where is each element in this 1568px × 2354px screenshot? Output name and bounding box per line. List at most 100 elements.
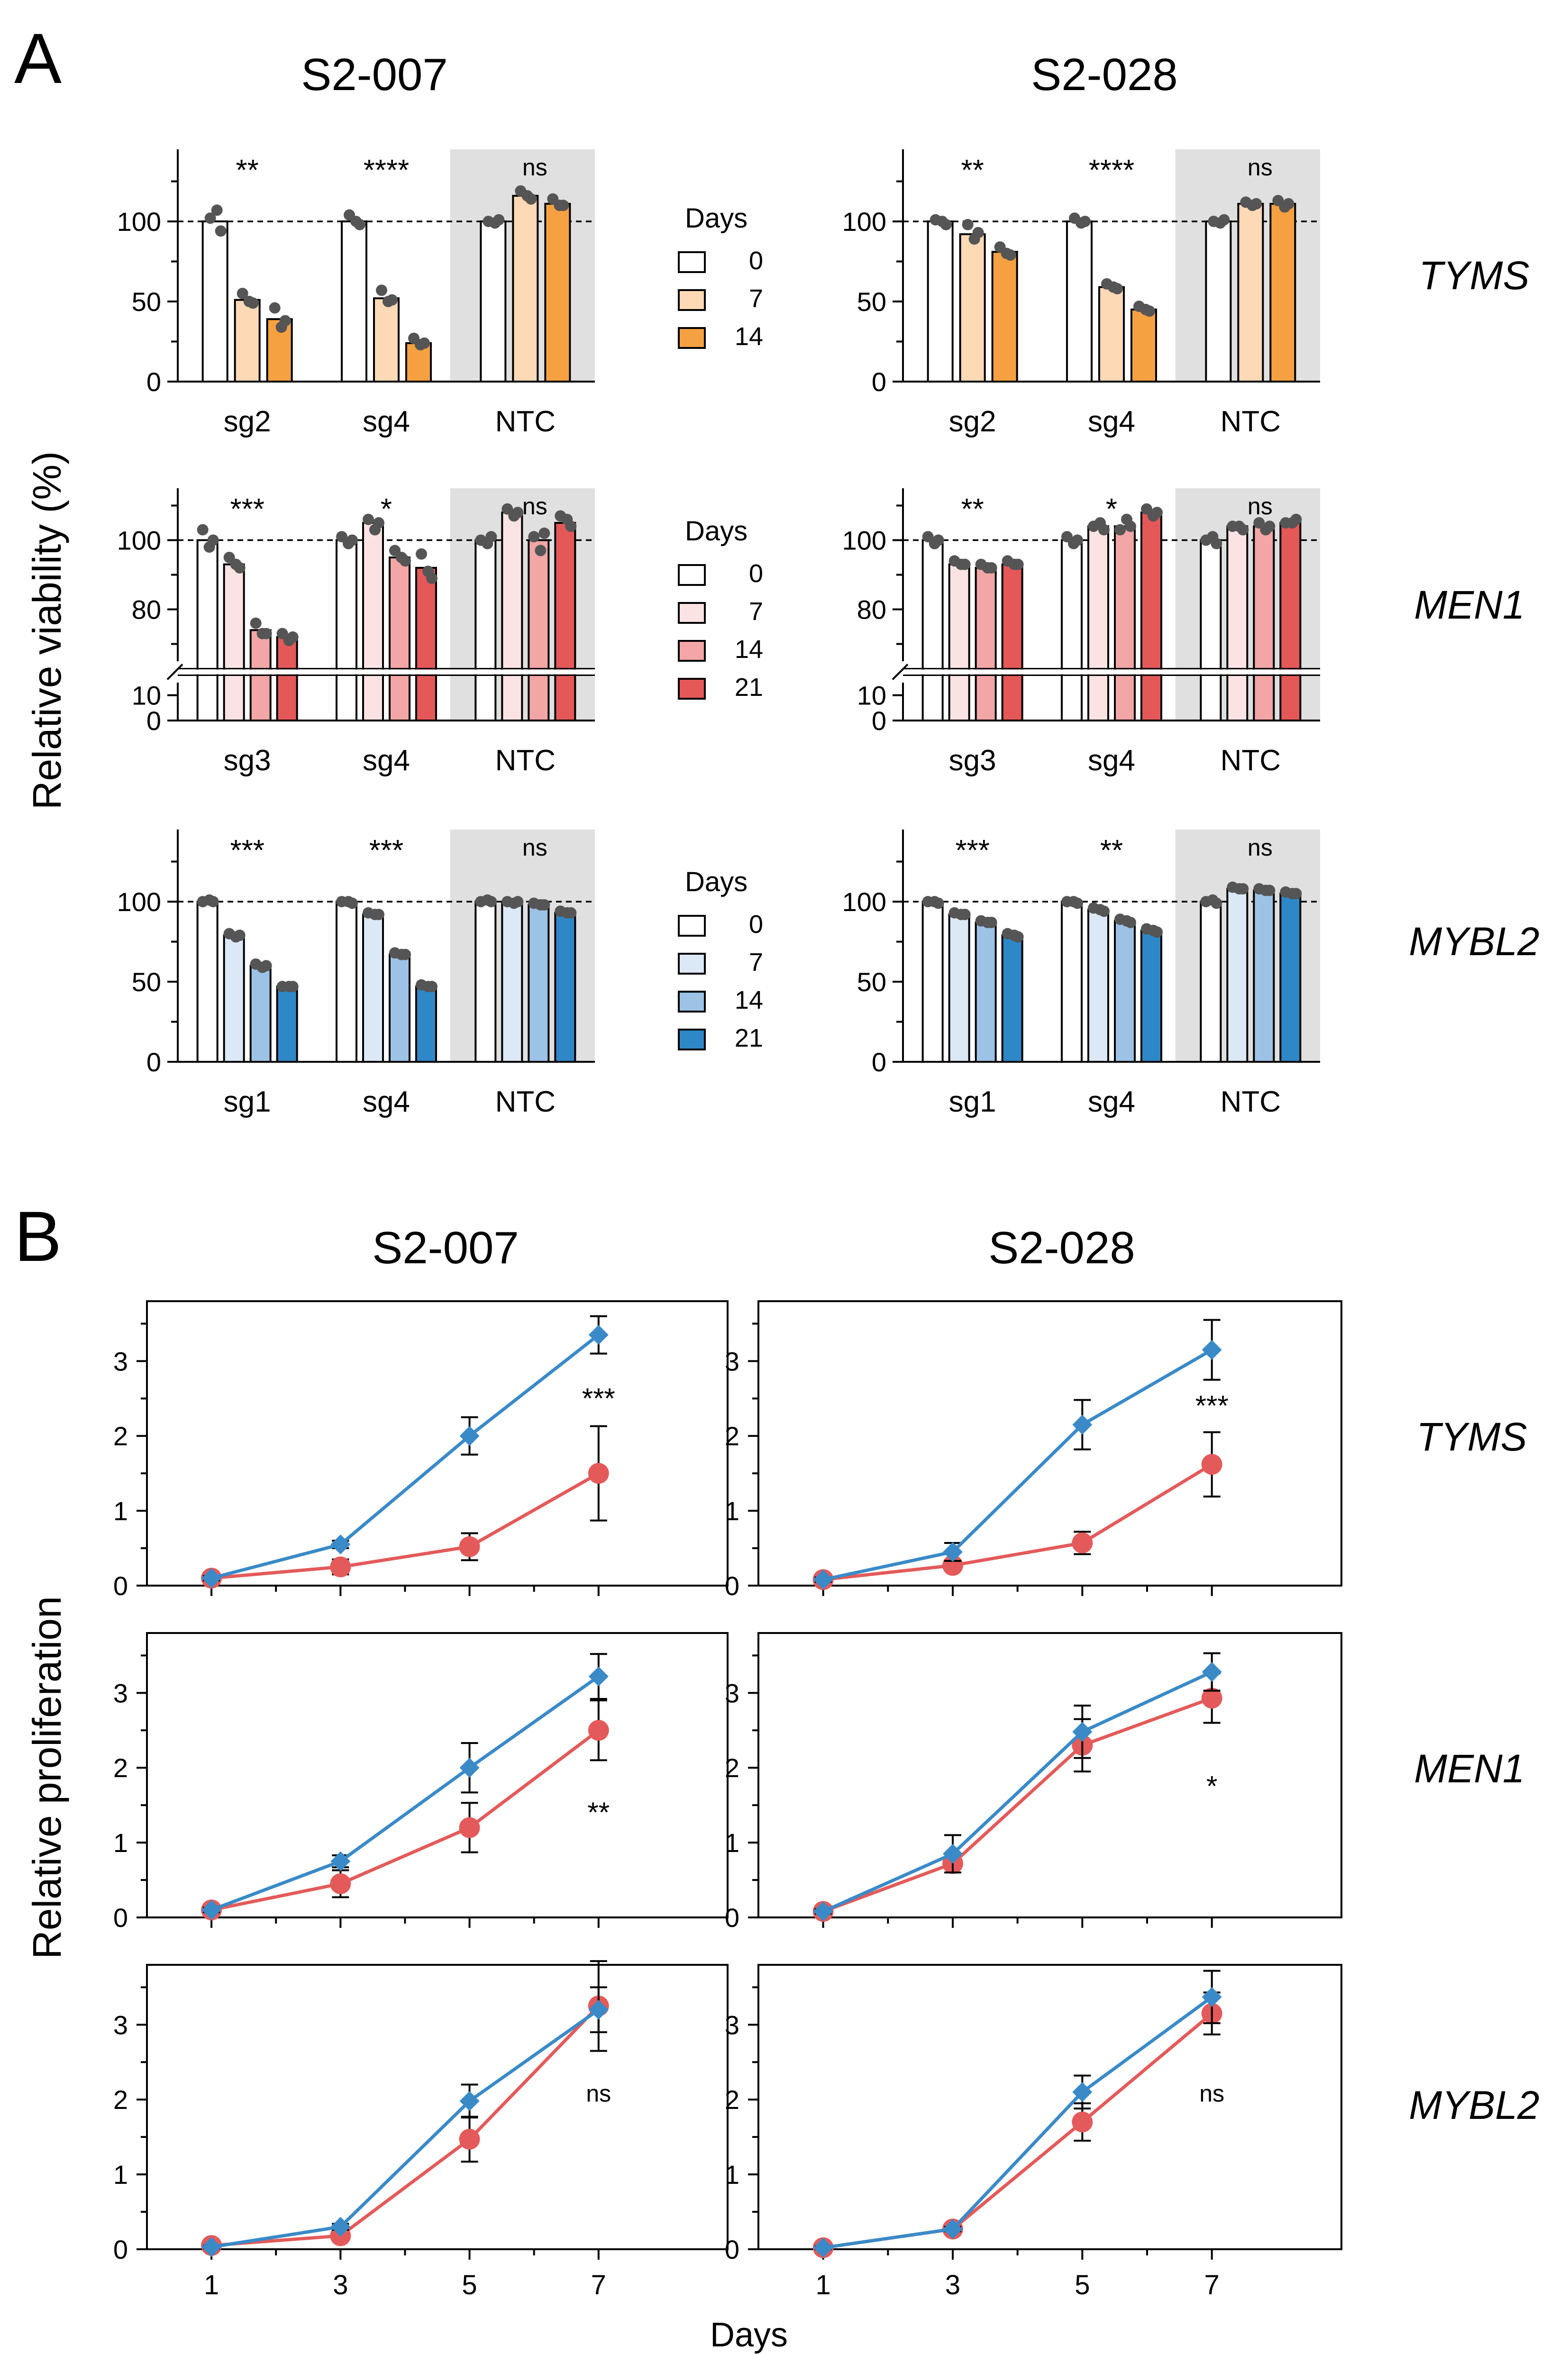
x-tick-label: 5 [462, 2270, 477, 2300]
bar-sg4-day-0 [341, 220, 367, 383]
series-line-blue [822, 1348, 1213, 1581]
bar-chart-men1-s2-028: sg3 ** sg4 * NTC ns 010 80 100 [842, 488, 1320, 777]
data-point-blue-day-5 [1072, 1722, 1093, 1742]
bar-NTC-day-14 [528, 539, 550, 721]
data-point-blue-day-7 [588, 1666, 609, 1687]
data-point-sg4-day-21 [416, 548, 427, 560]
data-point-NTC-day-0 [493, 214, 505, 226]
legend-men1: Days 0 7 14 21 [678, 516, 763, 702]
legend-title: Days [685, 867, 748, 897]
gene-label-mybl2-a: MYBL2 [1409, 919, 1539, 964]
axis-break-mark [166, 664, 183, 680]
data-point-sg4-day-21 [1151, 926, 1163, 938]
series-line-blue [211, 1333, 600, 1580]
panel-b-xlabel: Days [710, 2316, 788, 2354]
plot-frame [146, 1300, 729, 1587]
y-tick-label: 0 [146, 367, 161, 397]
data-point-blue-day-3 [330, 1534, 351, 1555]
group-label-NTC: NTC [1221, 1086, 1281, 1118]
bar-sg3-day-21 [1001, 563, 1023, 721]
bar-sg3-day-7 [223, 563, 245, 721]
significance-sg3: *** [230, 493, 264, 526]
bar-NTC-day-21 [554, 912, 576, 1063]
bar-NTC-day-14 [544, 202, 571, 383]
data-point-sg4-day-7 [1098, 905, 1110, 917]
data-point-blue-day-7 [588, 1325, 609, 1345]
y-tick-label: 2 [725, 1421, 739, 1451]
data-point-sg4-day-0 [1072, 534, 1083, 546]
y-tick-label: 10 [132, 681, 161, 711]
y-tick-label: 1 [725, 1828, 739, 1858]
data-point-blue-day-7 [1202, 1340, 1222, 1360]
legend-swatch-day-21 [678, 1029, 706, 1050]
data-point-blue-day-7 [1202, 1662, 1222, 1682]
group-label-sg4: sg4 [1088, 405, 1135, 438]
data-point-sg4-day-7 [386, 294, 398, 306]
group-label-NTC: NTC [1221, 744, 1281, 777]
data-point-blue-day-3 [330, 2217, 351, 2237]
bar-sg3-day-14 [975, 566, 997, 722]
data-point-sg2-day-7 [962, 219, 974, 230]
data-point-blue-day-7 [1202, 1987, 1222, 2007]
y-tick-label: 2 [113, 1421, 128, 1451]
legend-swatch-day-7 [678, 953, 706, 975]
y-tick-label: 0 [872, 706, 886, 736]
data-point-sg4-day-7 [373, 909, 384, 921]
x-tick-label: 3 [333, 2270, 348, 2300]
bar-sg1-day-21 [1001, 934, 1023, 1063]
bar-chart-mybl2-s2-028: sg1 *** sg4 ** NTC ns 0 50 100 [842, 830, 1320, 1118]
group-label-NTC: NTC [495, 744, 556, 777]
bar-NTC-day-14 [1269, 202, 1296, 383]
legend-label-day-21: 21 [735, 1024, 763, 1052]
data-point-sg2-day-14 [1004, 249, 1016, 261]
legend-swatch-day-7 [678, 289, 706, 311]
axis-break-gap [889, 669, 1320, 675]
data-point-sg2-day-0 [211, 204, 223, 216]
bar-NTC-day-7 [501, 901, 523, 1063]
panel-b-title-s2-007: S2-007 [372, 1223, 519, 1273]
data-point-NTC-day-21 [1290, 513, 1302, 525]
data-point-red-day-5 [459, 2128, 480, 2150]
bar-sg3-day-0 [196, 539, 219, 721]
bar-chart-tyms-s2-007: sg2 ** sg4 **** NTC ns 0 50 100 [117, 149, 595, 438]
data-point-sg4-day-14 [400, 555, 411, 567]
series-line-red [822, 1697, 1212, 1913]
data-point-NTC-day-0 [1211, 538, 1222, 549]
group-label-sg4: sg4 [363, 1086, 410, 1118]
data-point-blue-day-7 [588, 1999, 609, 2020]
y-tick-label: 100 [842, 887, 886, 917]
data-point-blue-day-5 [459, 1758, 480, 1778]
bar-NTC-day-7 [1226, 525, 1249, 722]
significance-NTC: ns [522, 154, 547, 181]
data-point-sg2-day-7 [237, 288, 248, 300]
data-point-sg4-day-0 [1079, 216, 1091, 228]
bar-sg4-day-14 [1114, 920, 1136, 1063]
legend-swatch-day-14 [678, 991, 706, 1013]
bar-sg1-day-21 [276, 985, 298, 1063]
legend-label-day-0: 0 [749, 246, 763, 275]
data-point-NTC-day-14 [538, 899, 550, 911]
data-point-blue-day-5 [1072, 2082, 1093, 2102]
bar-sg4-day-7 [362, 522, 384, 721]
bar-sg4-day-21 [1140, 929, 1162, 1063]
bar-chart-tyms-s2-028: sg2 ** sg4 **** NTC ns 0 50 100 [842, 149, 1320, 438]
legend-swatch-day-14 [678, 327, 706, 349]
data-point-sg2-day-0 [215, 225, 227, 237]
data-point-NTC-day-14 [528, 531, 540, 543]
group-label-sg2: sg2 [949, 405, 996, 438]
series-line-red [211, 1472, 600, 1580]
y-tick-label: 50 [132, 287, 161, 317]
data-point-blue-day-1 [813, 2237, 833, 2258]
significance-NTC: ns [1248, 834, 1273, 861]
significance-NTC: ns [522, 834, 547, 861]
bar-sg1-day-7 [223, 934, 245, 1063]
y-tick-label: 1 [113, 2160, 128, 2190]
group-label-sg4: sg4 [1088, 744, 1135, 777]
legend-mybl2: Days 0 7 14 21 [678, 867, 763, 1052]
data-point-sg3-day-14 [985, 562, 997, 574]
bar-sg2-day-14 [991, 251, 1018, 383]
legend-swatch-day-21 [678, 678, 706, 700]
data-point-NTC-day-0 [1211, 897, 1222, 909]
data-point-red-day-7 [1201, 1688, 1222, 1709]
data-point-NTC-day-14 [557, 200, 569, 211]
